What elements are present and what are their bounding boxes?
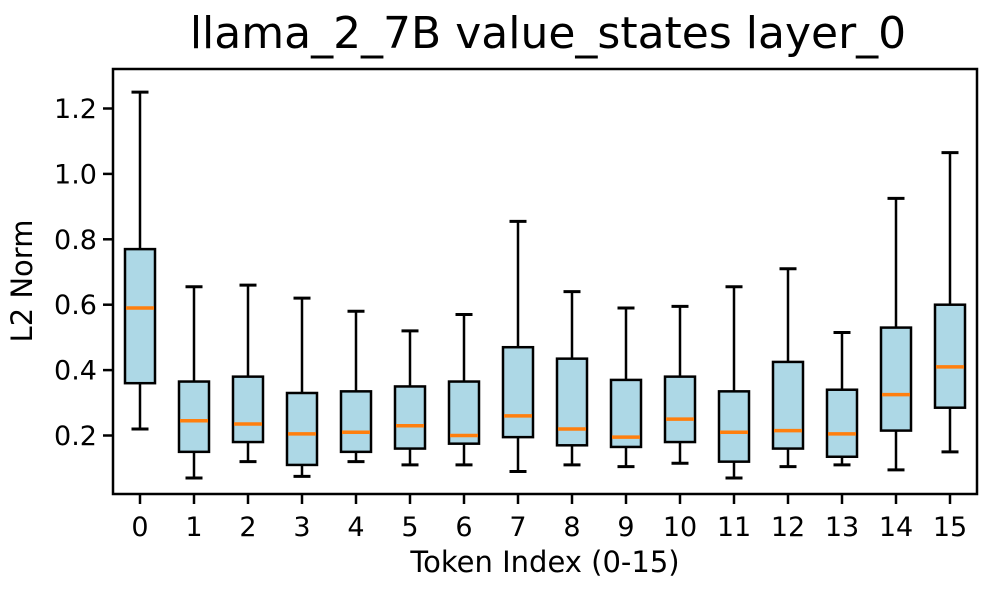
x-tick-label: 11 bbox=[717, 512, 751, 543]
iqr-box bbox=[717, 390, 751, 463]
iqr-box bbox=[231, 375, 265, 444]
iqr-box bbox=[501, 345, 535, 439]
x-tick-label: 2 bbox=[239, 512, 256, 543]
x-tick-label: 10 bbox=[663, 512, 697, 543]
box-token-13 bbox=[825, 330, 859, 467]
box-token-7 bbox=[501, 219, 535, 473]
y-tick-label: 0.2 bbox=[54, 421, 97, 452]
y-tick-label: 0.8 bbox=[54, 225, 97, 256]
box-token-12 bbox=[771, 267, 805, 469]
x-tick-label: 8 bbox=[563, 512, 580, 543]
box-token-4 bbox=[339, 309, 373, 464]
x-tick-label: 0 bbox=[131, 512, 148, 543]
x-tick-label: 9 bbox=[617, 512, 634, 543]
x-tick-label: 5 bbox=[401, 512, 418, 543]
y-axis-label: L2 Norm bbox=[5, 220, 39, 343]
chart-title: llama_2_7B value_states layer_0 bbox=[190, 8, 906, 59]
x-tick-label: 15 bbox=[933, 512, 967, 543]
box-token-11 bbox=[717, 285, 751, 480]
box-token-2 bbox=[231, 283, 265, 464]
x-tick-label: 12 bbox=[771, 512, 805, 543]
x-tick-label: 6 bbox=[455, 512, 472, 543]
iqr-box bbox=[825, 388, 859, 459]
iqr-box bbox=[285, 391, 319, 467]
x-tick-label: 7 bbox=[509, 512, 526, 543]
iqr-box bbox=[663, 375, 697, 444]
x-tick-label: 4 bbox=[347, 512, 364, 543]
iqr-box bbox=[771, 360, 805, 450]
y-tick-label: 1.2 bbox=[54, 94, 97, 125]
iqr-box bbox=[177, 380, 211, 454]
y-tick-label: 0.6 bbox=[54, 290, 97, 321]
box-token-10 bbox=[663, 304, 697, 465]
box-token-6 bbox=[447, 313, 481, 467]
box-token-8 bbox=[555, 290, 589, 467]
box-token-15 bbox=[933, 151, 967, 454]
x-tick-label: 3 bbox=[293, 512, 310, 543]
box-token-9 bbox=[609, 306, 643, 469]
iqr-box bbox=[447, 380, 481, 445]
box-token-5 bbox=[393, 329, 427, 467]
iqr-box bbox=[123, 247, 157, 385]
box-token-1 bbox=[177, 285, 211, 480]
iqr-box bbox=[339, 390, 373, 454]
x-axis-label: Token Index (0-15) bbox=[409, 545, 679, 579]
x-tick-label: 1 bbox=[185, 512, 202, 543]
iqr-box bbox=[393, 385, 427, 450]
plot-area: 0.20.40.60.81.01.20 1 2 3 4 5 6 7 8 9 10 11 12 13 14 15 bbox=[54, 67, 979, 543]
x-tick-label: 14 bbox=[879, 512, 913, 543]
box-token-0 bbox=[123, 90, 157, 431]
x-tick-label: 13 bbox=[825, 512, 859, 543]
box-token-14 bbox=[879, 196, 913, 472]
y-tick-label: 1.0 bbox=[54, 159, 97, 190]
y-tick-label: 0.4 bbox=[54, 356, 97, 387]
box-token-3 bbox=[285, 296, 319, 478]
iqr-box bbox=[555, 357, 589, 447]
iqr-box bbox=[933, 303, 967, 409]
iqr-box bbox=[879, 326, 913, 432]
